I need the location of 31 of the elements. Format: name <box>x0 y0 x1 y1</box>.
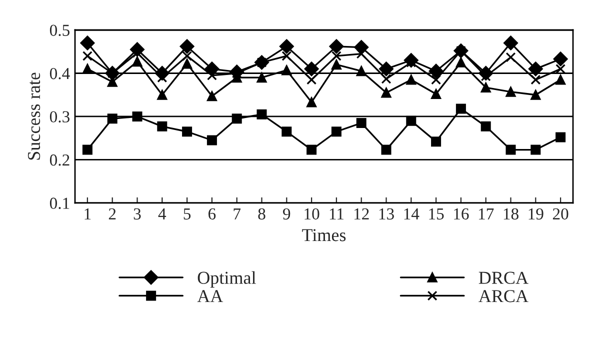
legend-label: DRCA <box>478 272 528 284</box>
y-tick-label: 0.4 <box>50 68 70 80</box>
x-tick-label: 16 <box>454 208 469 220</box>
x-tick-label: 9 <box>283 208 290 220</box>
y-axis-title: Success rate <box>28 72 40 160</box>
x-axis-title: Times <box>302 229 346 242</box>
x-tick-label: 20 <box>552 208 568 220</box>
y-tick-label: 0.5 <box>50 24 70 36</box>
x-tick-label: 7 <box>234 208 241 220</box>
x-tick-label: 13 <box>379 208 394 220</box>
x-tick-label: 14 <box>404 208 420 220</box>
x-tick-label: 19 <box>528 208 544 220</box>
x-tick-label: 2 <box>108 208 116 220</box>
legend-label: AA <box>197 290 224 302</box>
legend-label: ARCA <box>478 290 528 302</box>
x-tick-label: 1 <box>84 208 91 220</box>
x-tick-label: 17 <box>478 208 494 220</box>
x-tick-label: 6 <box>208 208 216 220</box>
x-tick-label: 4 <box>158 208 166 220</box>
x-tick-label: 11 <box>330 208 344 220</box>
y-tick-label: 0.2 <box>50 154 70 166</box>
x-tick-label: 10 <box>304 208 320 220</box>
x-tick-label: 18 <box>504 208 518 220</box>
x-tick-label: 5 <box>184 208 191 220</box>
y-tick-label: 0.3 <box>50 111 70 123</box>
x-tick-label: 8 <box>258 208 266 220</box>
y-tick-label: 0.1 <box>50 198 70 209</box>
x-tick-label: 12 <box>354 208 369 220</box>
x-tick-label: 15 <box>429 208 444 220</box>
x-tick-label: 3 <box>134 208 141 220</box>
legend-label: Optimal <box>198 271 256 288</box>
